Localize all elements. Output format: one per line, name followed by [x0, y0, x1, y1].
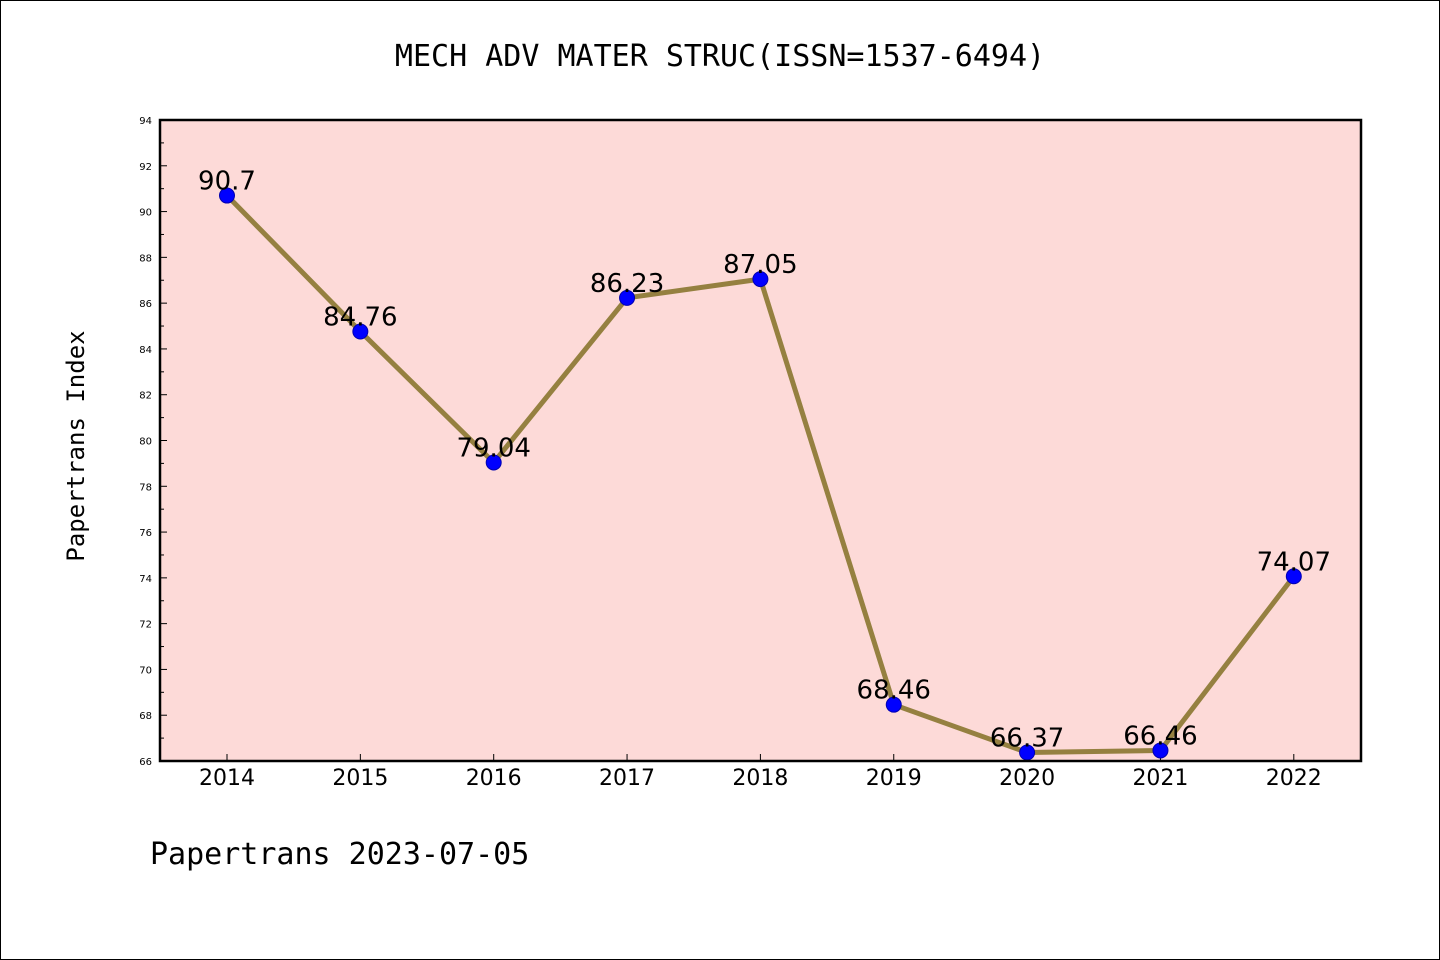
- data-point: [885, 696, 902, 713]
- y-tick-label: 84: [139, 345, 152, 356]
- data-label: 86.23: [590, 269, 664, 299]
- data-label: 90.7: [198, 167, 256, 197]
- x-tick-label: 2020: [999, 766, 1055, 791]
- y-tick-label: 76: [139, 528, 152, 539]
- x-tick-label: 2015: [332, 766, 388, 791]
- y-tick-label: 82: [139, 391, 152, 402]
- y-tick-label: 78: [139, 482, 152, 493]
- x-tick-label: 2017: [599, 766, 655, 791]
- data-label: 84.76: [323, 303, 397, 333]
- data-point: [752, 271, 769, 288]
- plot-border: [158, 118, 1363, 763]
- y-tick-label: 94: [139, 116, 152, 127]
- axis-ticks: 66 68 70 72 74 76 78 80 82 84 86 88 90 92 94 2014 2015 20…: [139, 116, 1322, 791]
- data-point: [219, 187, 235, 204]
- data-label: 87.05: [723, 250, 797, 280]
- y-tick-label: 72: [139, 620, 152, 631]
- y-tick-label: 74: [139, 574, 152, 585]
- x-tick-label: 2021: [1132, 766, 1188, 791]
- y-tick-label: 66: [139, 757, 152, 768]
- x-tick-label: 2014: [199, 766, 255, 791]
- y-tick-label: 88: [139, 253, 152, 264]
- y-tick-label: 86: [139, 299, 152, 310]
- chart-title: MECH ADV MATER STRUC(ISSN=1537-6494): [395, 39, 1045, 74]
- data-point: [485, 454, 502, 471]
- data-point: [1152, 742, 1169, 759]
- plot-area: [160, 120, 1361, 761]
- y-tick-label: 70: [139, 665, 152, 676]
- x-tick-label: 2019: [866, 766, 922, 791]
- data-point: [619, 289, 636, 306]
- data-label: 66.37: [990, 724, 1064, 754]
- data-label: 74.07: [1257, 547, 1331, 577]
- data-markers: [219, 187, 1302, 761]
- x-tick-label: 2016: [466, 766, 522, 791]
- data-label: 79.04: [456, 433, 530, 463]
- data-point: [1285, 568, 1302, 585]
- data-label: 66.46: [1123, 721, 1197, 751]
- footer-credit: Papertrans 2023-07-05: [150, 837, 529, 872]
- data-labels: 90.7 84.76 79.04 86.23 87.05 68.46 66.37 66.46 7…: [198, 167, 1331, 754]
- y-tick-label: 68: [139, 711, 152, 722]
- y-tick-label: 80: [139, 437, 152, 448]
- x-tick-label: 2018: [732, 766, 788, 791]
- data-point: [352, 323, 369, 340]
- y-axis-label: Papertrans Index: [62, 330, 90, 561]
- y-tick-label: 92: [139, 162, 152, 173]
- x-tick-label: 2022: [1266, 766, 1322, 791]
- y-tick-label: 90: [139, 208, 152, 219]
- data-label: 68.46: [857, 676, 931, 706]
